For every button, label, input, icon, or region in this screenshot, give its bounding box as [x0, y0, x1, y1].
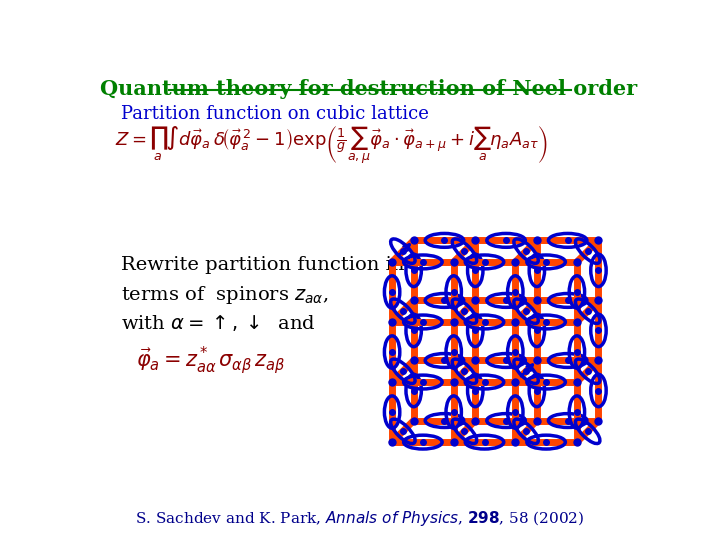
Text: S. Sachdev and K. Park, $\mathit{Annals\ of\ Physics}$, $\mathbf{298}$, 58 (2002: S. Sachdev and K. Park, $\mathit{Annals\…: [135, 509, 585, 528]
Text: $Z = \prod_a \int d\vec{\varphi}_a\, \delta\!\left(\vec{\varphi}_a^{\,2} - 1\rig: $Z = \prod_a \int d\vec{\varphi}_a\, \de…: [115, 125, 548, 166]
Text: Quantum theory for destruction of Neel order: Quantum theory for destruction of Neel o…: [100, 79, 638, 99]
Text: Partition function on cubic lattice: Partition function on cubic lattice: [121, 105, 429, 123]
Text: Rewrite partition function in: Rewrite partition function in: [121, 256, 405, 274]
Text: $\vec{\varphi}_a = z^*_{a\alpha}\, \sigma_{\alpha\beta}\, z_{a\beta}$: $\vec{\varphi}_a = z^*_{a\alpha}\, \sigm…: [137, 343, 286, 375]
Text: with $\alpha = \uparrow, \downarrow$  and: with $\alpha = \uparrow, \downarrow$ and: [121, 313, 316, 333]
Text: terms of  spinors $z_{a\alpha}$,: terms of spinors $z_{a\alpha}$,: [121, 284, 329, 306]
